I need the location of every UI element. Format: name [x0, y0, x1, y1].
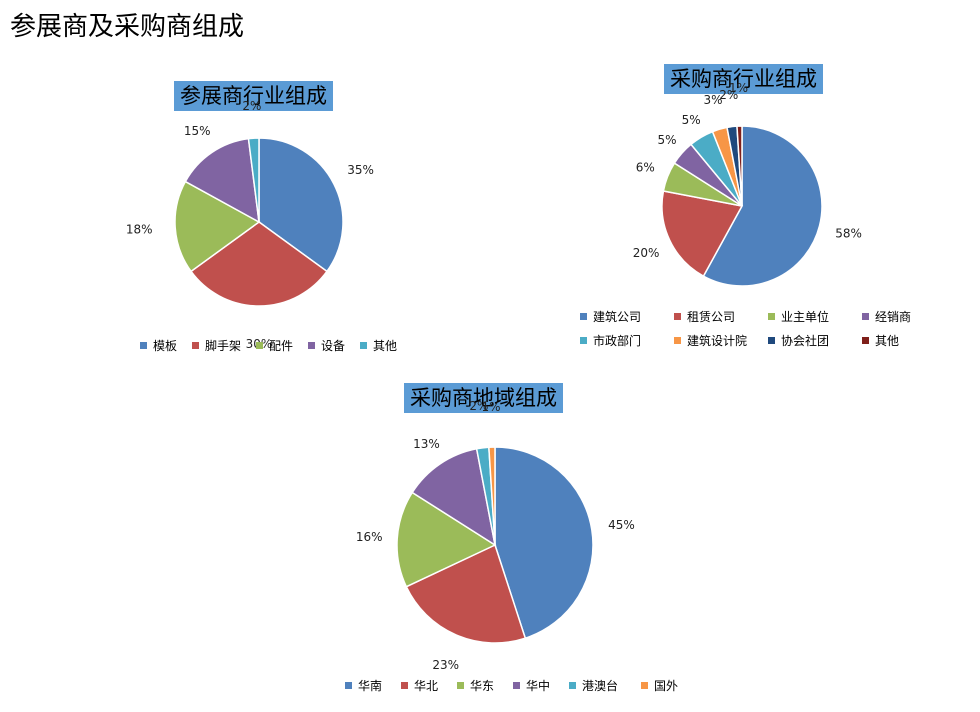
- legend-item: 华北: [401, 677, 438, 694]
- legend-label: 业主单位: [781, 310, 830, 324]
- data-label: 5%: [682, 113, 701, 127]
- pie-chart-buyer-region: 45% 23% 16% 13% 2%1%: [356, 399, 635, 672]
- legend-label: 华北: [414, 679, 439, 693]
- data-label: 2%: [719, 88, 738, 102]
- data-label: 2%: [242, 99, 261, 113]
- legend-swatch: [345, 682, 352, 689]
- legend-item: 配件: [256, 337, 293, 354]
- legend-swatch: [457, 682, 464, 689]
- legend-swatch: [256, 342, 263, 349]
- legend-item: 国外: [641, 677, 678, 694]
- legend-label: 模板: [153, 339, 178, 353]
- legend-buyer-industry: 建筑公司 租赁公司 业主单位 经销商市政部门 建筑设计院 协会社团 其他: [580, 308, 940, 352]
- legend-item: 业主单位: [768, 308, 829, 325]
- data-label: 16%: [356, 530, 383, 544]
- legend-swatch: [862, 337, 869, 344]
- legend-item: 华东: [457, 677, 494, 694]
- legend-label: 市政部门: [593, 334, 642, 348]
- pie-slice: [488, 446, 496, 546]
- legend-swatch: [569, 682, 576, 689]
- legend-item: 其他: [360, 337, 397, 354]
- pie-slice: [661, 190, 744, 278]
- pie-slice: [174, 180, 261, 273]
- legend-label: 港澳台: [582, 679, 619, 693]
- legend-label: 配件: [269, 339, 294, 353]
- legend-item: 华中: [513, 677, 550, 694]
- legend-swatch: [674, 313, 681, 320]
- pie-slice: [411, 447, 497, 547]
- data-label: 58%: [835, 226, 862, 240]
- legend-label: 建筑公司: [593, 310, 642, 324]
- data-label: 20%: [633, 246, 660, 260]
- legend-swatch: [308, 342, 315, 349]
- data-label: 35%: [347, 163, 374, 177]
- legend-label: 其他: [373, 339, 398, 353]
- legend-label: 建筑设计院: [687, 334, 748, 348]
- pie-slice: [189, 221, 329, 307]
- legend-item: 经销商: [862, 308, 911, 325]
- legend-swatch: [140, 342, 147, 349]
- pie-slice: [396, 491, 497, 588]
- legend-swatch: [862, 313, 869, 320]
- legend-swatch: [580, 337, 587, 344]
- legend-item: 建筑公司: [580, 308, 641, 325]
- data-label: 2%: [469, 399, 488, 413]
- legend-label: 租赁公司: [687, 310, 736, 324]
- data-label: 18%: [126, 223, 153, 237]
- data-label: 1%: [482, 400, 501, 414]
- data-label: 3%: [703, 93, 722, 107]
- legend-item: 其他: [862, 332, 899, 349]
- legend-label: 经销商: [875, 310, 912, 324]
- legend-label: 其他: [875, 334, 900, 348]
- data-label: 1%: [729, 81, 748, 95]
- legend-item: 建筑设计院: [674, 332, 747, 349]
- legend-item: 港澳台: [569, 677, 618, 694]
- legend-buyer-region: 华南 华北 华东 华中 港澳台 国外: [345, 677, 678, 697]
- legend-label: 设备: [321, 339, 346, 353]
- legend-item: 协会社团: [768, 332, 829, 349]
- pie-chart-buyer-industry: 58%20%6%5%5%3%2%1%: [633, 81, 862, 287]
- data-label: 23%: [432, 658, 459, 672]
- legend-swatch: [768, 337, 775, 344]
- data-label: 15%: [184, 124, 211, 138]
- data-label: 6%: [636, 161, 655, 175]
- legend-swatch: [513, 682, 520, 689]
- legend-item: 设备: [308, 337, 345, 354]
- pie-slice: [405, 543, 527, 644]
- legend-item: 华南: [345, 677, 382, 694]
- legend-label: 华中: [526, 679, 551, 693]
- legend-exhibitor-industry: 模板 脚手架 配件 设备 其他: [140, 337, 400, 357]
- data-label: 45%: [608, 518, 635, 532]
- chart-title-exhibitor-industry: 参展商行业组成: [174, 81, 333, 111]
- chart-title-buyer-industry: 采购商行业组成: [664, 64, 823, 94]
- data-label: 5%: [657, 133, 676, 147]
- chart-title-buyer-region: 采购商地域组成: [404, 383, 563, 413]
- page-title: 参展商及采购商组成: [10, 12, 245, 42]
- legend-item: 市政部门: [580, 332, 641, 349]
- pie-slice: [258, 137, 344, 273]
- pie-slice: [247, 137, 260, 223]
- pie-slice: [494, 446, 594, 640]
- legend-label: 华南: [358, 679, 383, 693]
- legend-item: 脚手架: [192, 337, 241, 354]
- legend-swatch: [580, 313, 587, 320]
- pie-slice: [702, 125, 823, 287]
- legend-label: 华东: [470, 679, 495, 693]
- legend-label: 国外: [654, 679, 679, 693]
- pie-slice: [736, 125, 743, 207]
- legend-label: 协会社团: [781, 334, 830, 348]
- pie-slice: [184, 137, 260, 224]
- legend-swatch: [674, 337, 681, 344]
- legend-swatch: [768, 313, 775, 320]
- legend-swatch: [401, 682, 408, 689]
- legend-swatch: [641, 682, 648, 689]
- legend-swatch: [360, 342, 367, 349]
- pie-chart-exhibitor-industry: 35%30%18%15%2%: [126, 99, 374, 351]
- legend-item: 租赁公司: [674, 308, 735, 325]
- legend-item: 模板: [140, 337, 177, 354]
- data-label: 13%: [413, 437, 440, 451]
- legend-label: 脚手架: [205, 339, 242, 353]
- legend-swatch: [192, 342, 199, 349]
